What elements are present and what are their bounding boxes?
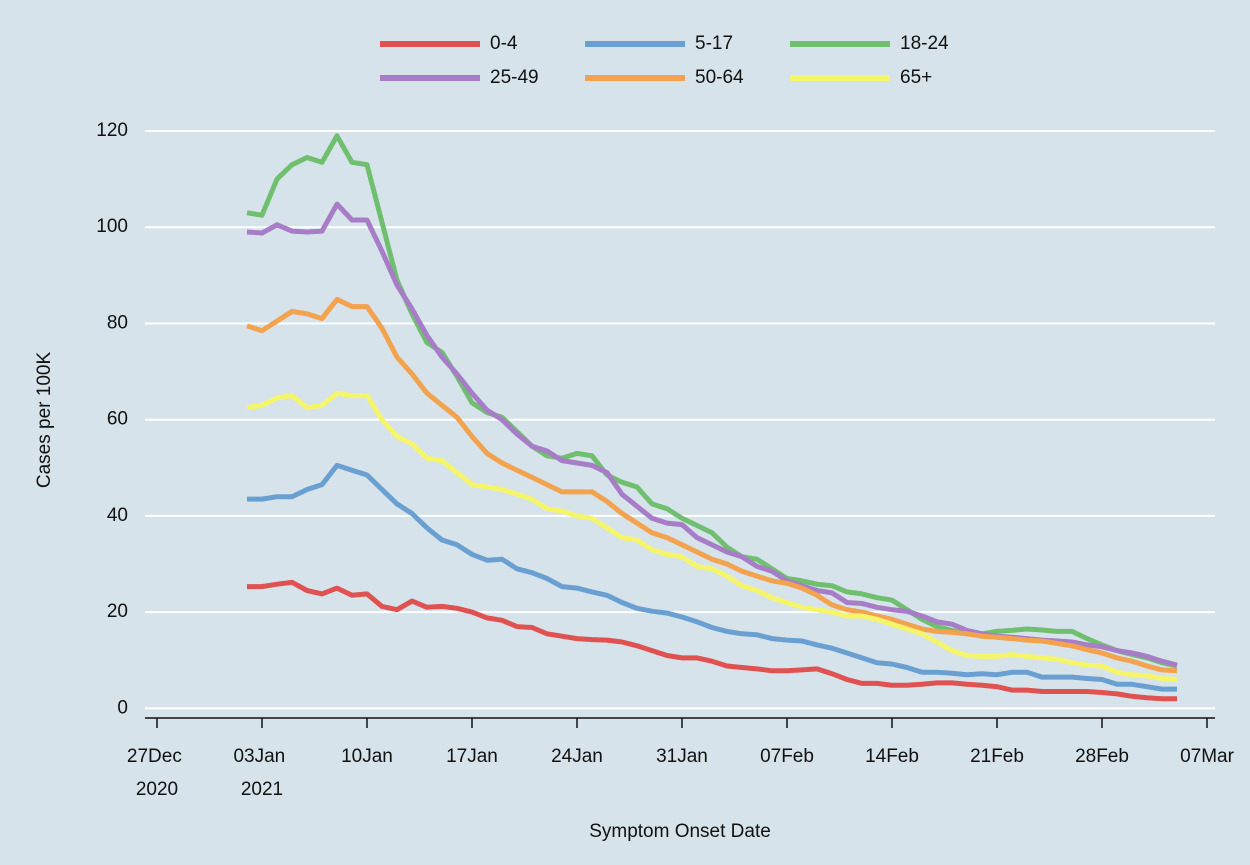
series-line (247, 579, 1177, 702)
y-tick-label: 20 (107, 601, 128, 622)
series-line (246, 201, 1178, 668)
series-line (247, 462, 1177, 692)
series-line (246, 390, 1178, 682)
y-tick-label: 40 (107, 505, 128, 526)
legend-label: 5-17 (695, 33, 733, 54)
y-tick-label: 0 (117, 697, 128, 718)
x-tick-label: 10Jan (341, 746, 393, 767)
x-tick-label: 07Mar (1180, 746, 1235, 767)
y-tick-label: 80 (107, 312, 128, 333)
x-tick-label: 21Feb (970, 746, 1024, 767)
legend-label: 25-49 (490, 67, 539, 88)
y-tick-label: 120 (96, 120, 128, 141)
legend-label: 18-24 (900, 33, 949, 54)
legend-label: 65+ (900, 67, 932, 88)
y-tick-label: 60 (107, 409, 128, 430)
series-line (246, 296, 1178, 674)
y-axis-title: Cases per 100K (34, 352, 55, 489)
x-tick-label: 07Feb (760, 746, 814, 767)
legend-label: 50-64 (695, 67, 744, 88)
x-axis-title: Symptom Onset Date (589, 821, 771, 842)
x-tick-label: 24Jan (551, 746, 603, 767)
x-tick-label: 17Jan (446, 746, 498, 767)
x-tick-label: 14Feb (865, 746, 919, 767)
x-tick-label: 03Jan 2021 (233, 746, 290, 800)
y-tick-label: 100 (96, 216, 128, 237)
series-line (246, 133, 1178, 669)
x-tick-label: 27Dec 2020 (127, 746, 187, 800)
x-tick-label: 31Jan (656, 746, 708, 767)
x-tick-label: 28Feb (1075, 746, 1129, 767)
legend-label: 0-4 (490, 33, 518, 54)
